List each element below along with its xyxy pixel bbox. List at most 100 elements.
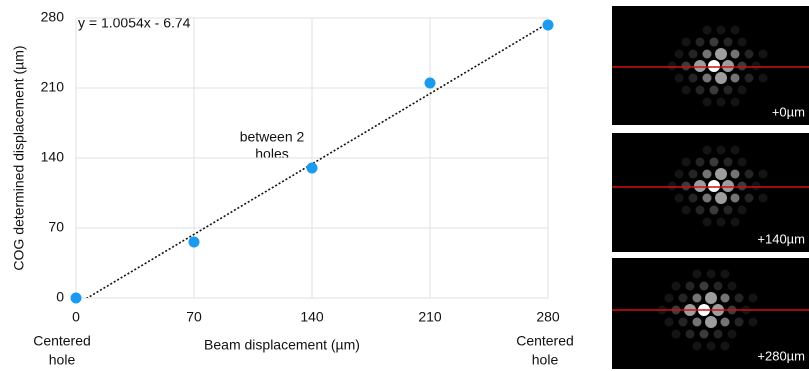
point (543, 20, 554, 31)
spot (745, 50, 754, 59)
spot (708, 60, 720, 72)
spot (722, 60, 734, 72)
spot (694, 180, 706, 192)
spot (738, 62, 747, 71)
spot (738, 86, 747, 95)
point (425, 78, 436, 89)
spot (745, 194, 754, 203)
spot (703, 74, 712, 83)
x-axis-title: Beam displacement (µm) (204, 337, 360, 353)
spot (731, 218, 740, 227)
spot (721, 318, 730, 327)
y-tick-label: 70 (48, 219, 64, 235)
spot (703, 26, 712, 35)
spot (700, 330, 709, 339)
x-end-label: Centered (33, 333, 91, 349)
spot (686, 282, 695, 291)
spot (696, 206, 705, 215)
spot (724, 158, 733, 167)
spot (724, 38, 733, 47)
spot (752, 62, 761, 71)
panel-label: +0µm (772, 104, 805, 119)
spot (752, 182, 761, 191)
image-panel: +280µm (612, 258, 809, 369)
y-tick-label: 0 (56, 289, 64, 305)
spot (721, 342, 730, 351)
spot (731, 50, 740, 59)
spot (715, 48, 727, 60)
spot (675, 170, 684, 179)
spot (707, 270, 716, 279)
spot (710, 38, 719, 47)
spot (696, 158, 705, 167)
y-tick-label: 140 (41, 149, 65, 165)
spot (689, 50, 698, 59)
x-end-label: hole (532, 352, 559, 368)
point (71, 293, 82, 304)
spot (689, 194, 698, 203)
spot (717, 218, 726, 227)
panel-label: +280µm (757, 348, 805, 363)
spot (710, 206, 719, 215)
spot (759, 194, 768, 203)
spot (693, 270, 702, 279)
spot (689, 74, 698, 83)
spot (705, 316, 717, 328)
spot (759, 50, 768, 59)
spot (728, 282, 737, 291)
spot (724, 206, 733, 215)
spot (689, 170, 698, 179)
spot (682, 206, 691, 215)
spot (675, 194, 684, 203)
spot (738, 182, 747, 191)
spot (679, 318, 688, 327)
spot (672, 282, 681, 291)
spot (710, 158, 719, 167)
spot (703, 194, 712, 203)
spot (749, 294, 758, 303)
spot (675, 50, 684, 59)
spot (722, 180, 734, 192)
y-tick-label: 280 (41, 9, 65, 25)
spot (714, 330, 723, 339)
spot (738, 206, 747, 215)
spot (696, 38, 705, 47)
spot (694, 60, 706, 72)
x-tick-label: 70 (186, 309, 202, 325)
spot (731, 26, 740, 35)
spot (731, 146, 740, 155)
spot (682, 158, 691, 167)
spot (693, 318, 702, 327)
spot (665, 294, 674, 303)
spot (672, 330, 681, 339)
x-tick-label: 140 (300, 309, 324, 325)
y-tick-label: 210 (41, 79, 65, 95)
spot (731, 74, 740, 83)
spot (703, 98, 712, 107)
spot (707, 342, 716, 351)
annotation: holes (255, 146, 288, 162)
spot (717, 98, 726, 107)
spot (705, 292, 717, 304)
spot (682, 38, 691, 47)
figure: Beam displacement (µm) COG determined di… (0, 0, 809, 371)
spot (731, 98, 740, 107)
x-end-label: Centered (516, 333, 574, 349)
spot (665, 318, 674, 327)
spot (759, 170, 768, 179)
spot (724, 86, 733, 95)
annotation: between 2 (240, 129, 305, 145)
spot (728, 330, 737, 339)
y-axis-title: COG determined displacement (µm) (11, 45, 27, 270)
point (189, 237, 200, 248)
spot (738, 158, 747, 167)
spot (679, 294, 688, 303)
spot (749, 318, 758, 327)
panel-label: +140µm (757, 231, 805, 246)
spot (682, 86, 691, 95)
x-tick-label: 280 (536, 309, 560, 325)
spot (668, 62, 677, 71)
spot (735, 294, 744, 303)
spot (745, 74, 754, 83)
spot (703, 50, 712, 59)
